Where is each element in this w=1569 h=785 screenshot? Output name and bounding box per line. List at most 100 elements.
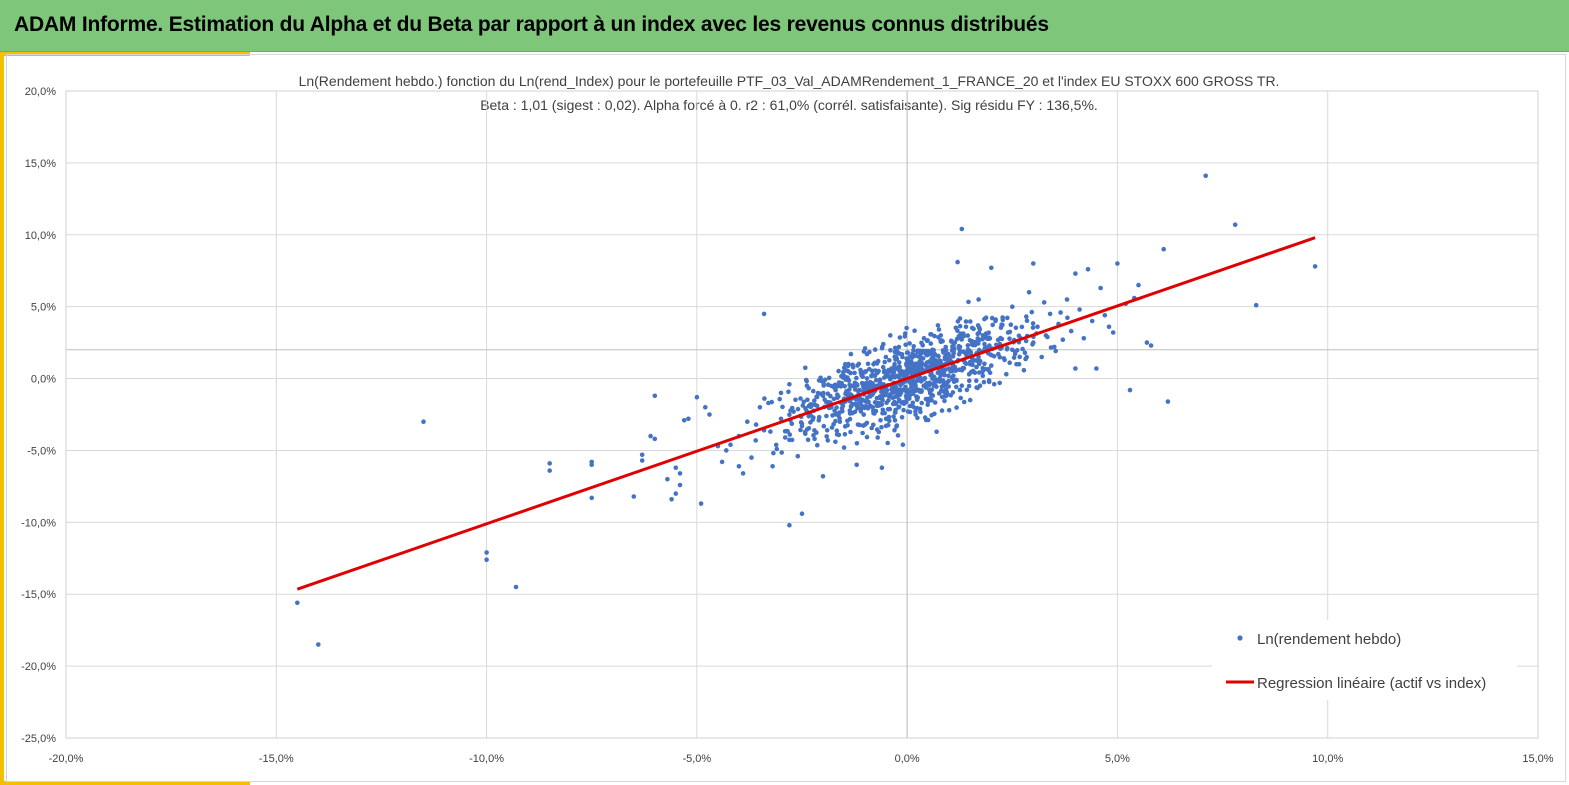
scatter-point [787,522,792,528]
scatter-point [854,441,860,446]
scatter-point [787,437,792,443]
scatter-point [841,369,846,375]
scatter-point [1148,343,1154,348]
scatter-point [833,439,838,445]
scatter-point [880,364,886,370]
scatter-point [869,373,875,379]
regression-line [296,236,1316,591]
scatter-point [883,354,889,360]
y-tick-label: 0,0% [31,374,56,386]
scatter-point [761,311,767,317]
scatter-point [842,424,848,429]
scatter-point [686,416,691,422]
scatter-point [920,356,926,361]
scatter-point [1010,304,1015,310]
scatter-point [927,396,932,402]
scatter-point [1019,324,1025,330]
scatter-point [798,427,803,433]
scatter-point [854,462,859,468]
scatter-point [878,418,883,423]
scatter-point [892,409,898,415]
legend-marker-scatter [1237,635,1243,641]
scatter-point [1020,346,1025,352]
scatter-point [946,378,951,384]
scatter-point [911,404,916,410]
scatter-point [870,381,875,386]
scatter-point [834,405,839,410]
plot-area-border [65,90,1539,739]
scatter-point [966,383,972,389]
scatter-point [938,339,944,345]
scatter-point [1031,261,1036,266]
y-tick-label: -10,0% [21,517,56,529]
scatter-point [777,396,782,402]
scatter-point [872,368,878,373]
scatter-point [944,393,949,398]
scatter-point [826,375,832,381]
scatter-point [805,437,811,443]
scatter-point [921,336,927,341]
scatter-point [913,363,919,369]
scatter-point [745,419,750,425]
scatter-point [984,334,989,340]
scatter-point [891,400,897,406]
scatter-point [771,450,776,456]
scatter-point [854,375,859,381]
scatter-point [883,390,889,395]
scatter-point [936,353,941,359]
scatter-point [773,442,779,448]
scatter-point [800,403,806,408]
scatter-point [886,370,891,375]
scatter-point [1253,302,1259,308]
scatter-point [1165,399,1171,404]
scatter-point [852,380,858,386]
scatter-point [924,352,929,358]
scatter-point [1102,313,1108,318]
scatter-point [969,325,975,331]
scatter-point [681,418,687,423]
y-tick-label: -20,0% [21,661,56,673]
scatter-point [1030,321,1036,326]
scatter-point [861,423,866,428]
scatter-point [648,433,653,439]
scatter-point [1127,387,1133,393]
scatter-point [421,419,426,425]
scatter-point [933,377,939,382]
scatter-point [939,369,944,375]
scatter-point [841,365,847,371]
scatter-point [778,416,784,422]
scatter-point [950,390,956,395]
regression-line-group [296,236,1316,591]
scatter-point [892,345,898,351]
scatter-point [703,405,708,410]
axes [65,90,1539,739]
x-tick-label: 5,0% [1105,753,1130,765]
scatter-point [940,348,946,353]
scatter-point [836,394,841,399]
scatter-point [929,392,934,397]
accent-bar-left [0,52,4,785]
y-tick-label: 20,0% [25,86,56,98]
scatter-point [847,408,853,413]
scatter-point [935,359,941,365]
scatter-point [1047,311,1053,317]
scatter-point [1312,264,1318,269]
scatter-point [1161,246,1166,252]
scatter-point [897,335,903,340]
scatter-points [295,173,1318,647]
scatter-point [943,387,949,392]
scatter-point [980,369,985,374]
scatter-point [1081,336,1087,341]
scatter-point [965,343,971,348]
scatter-point [874,395,880,401]
scatter-point [879,345,885,351]
scatter-point [968,319,973,324]
scatter-point [799,421,805,427]
scatter-point [966,372,972,377]
scatter-point [950,354,956,359]
scatter-point [950,364,956,370]
scatter-point [749,455,754,460]
scatter-point [859,398,865,403]
scatter-point [923,396,929,402]
scatter-point [848,383,853,389]
